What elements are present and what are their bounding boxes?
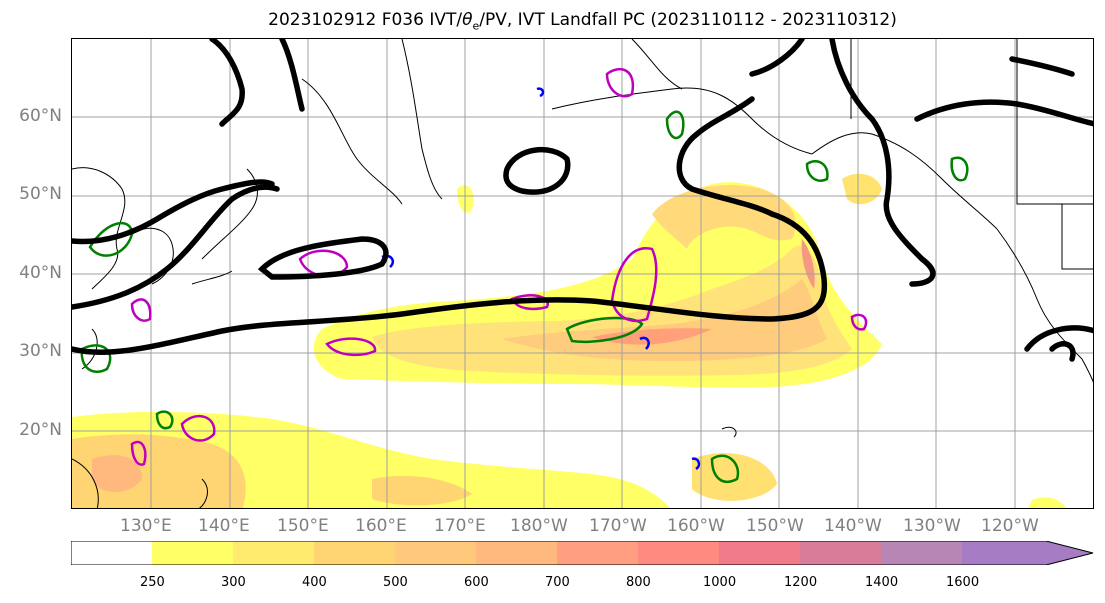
lon-label-120w: 120°W [981,516,1039,536]
colorbar-tick-label: 600 [464,575,489,590]
ivt-plume-500 [502,279,827,362]
lon-label-140e: 140°E [198,516,250,536]
colorbar-tick-label: 1000 [703,575,737,590]
ivt-patch-ne [842,173,882,205]
colorbar-cell [314,541,395,565]
lon-label-180w: 180°W [510,516,568,536]
lat-label-60n: 60°N [19,106,62,126]
colorbar-tick-label: 700 [545,575,570,590]
ivt-coast-core [801,239,815,289]
colorbar-tick-label: 1600 [946,575,980,590]
ivt-south-core [92,455,142,493]
colorbar-cell [638,541,719,565]
lon-label-160w: 160°W [667,516,725,536]
ivt-south-east [692,453,777,501]
map-title: 2023102912 F036 IVT/θe/PV, IVT Landfall … [0,10,1105,32]
graticule [72,39,1093,508]
colorbar-cell [152,541,233,565]
coastlines [72,39,1093,508]
ivt-south-mid [372,475,472,506]
colorbar-tick-label: 400 [302,575,327,590]
lon-label-150w: 150°W [746,516,804,536]
lon-label-140w: 140°W [824,516,882,536]
colorbar-tick-label: 500 [383,575,408,590]
ivt-patch-se [1028,497,1066,508]
title-prefix: 2023102912 F036 IVT/ [268,10,463,30]
lon-label-130w: 130°W [903,516,961,536]
ivt-swirl [652,185,796,249]
ivt-shading [72,173,1066,508]
colorbar-tick-label: 1400 [865,575,899,590]
colorbar-cell [233,541,314,565]
colorbar-cell [476,541,557,565]
colorbar-cell [719,541,800,565]
ivt-colorbar [71,541,1094,565]
title-suffix: /PV, IVT Landfall PC (2023110112 - 20231… [479,10,897,30]
lon-label-130e: 130°E [120,516,172,536]
lat-label-30n: 30°N [19,341,62,361]
colorbar-cell [962,541,1093,565]
colorbar-cell [71,541,152,565]
title-theta: θ [462,10,473,30]
blue-contours [381,87,701,471]
colorbar-cell [557,541,638,565]
theta-e-contours [130,68,868,466]
colorbar-tick-label: 250 [140,575,165,590]
lon-label-150e: 150°E [277,516,329,536]
colorbar-tick-label: 800 [626,575,651,590]
map-panel [71,38,1094,509]
lat-label-20n: 20°N [19,420,62,440]
colorbar-cell [881,541,962,565]
lat-label-50n: 50°N [19,184,62,204]
colorbar-outline [71,541,1094,565]
dynamic-tropopause-contours [72,39,1093,362]
lon-label-160e: 160°E [355,516,407,536]
colorbar-tick-label: 300 [221,575,246,590]
colorbar-tick-label: 1200 [784,575,818,590]
lon-label-170w: 170°W [589,516,647,536]
map-canvas [72,39,1093,508]
title-theta-sub: e [472,19,480,33]
lat-label-40n: 40°N [19,263,62,283]
colorbar-cell [800,541,881,565]
lon-label-170e: 170°E [434,516,486,536]
colorbar-cell [395,541,476,565]
